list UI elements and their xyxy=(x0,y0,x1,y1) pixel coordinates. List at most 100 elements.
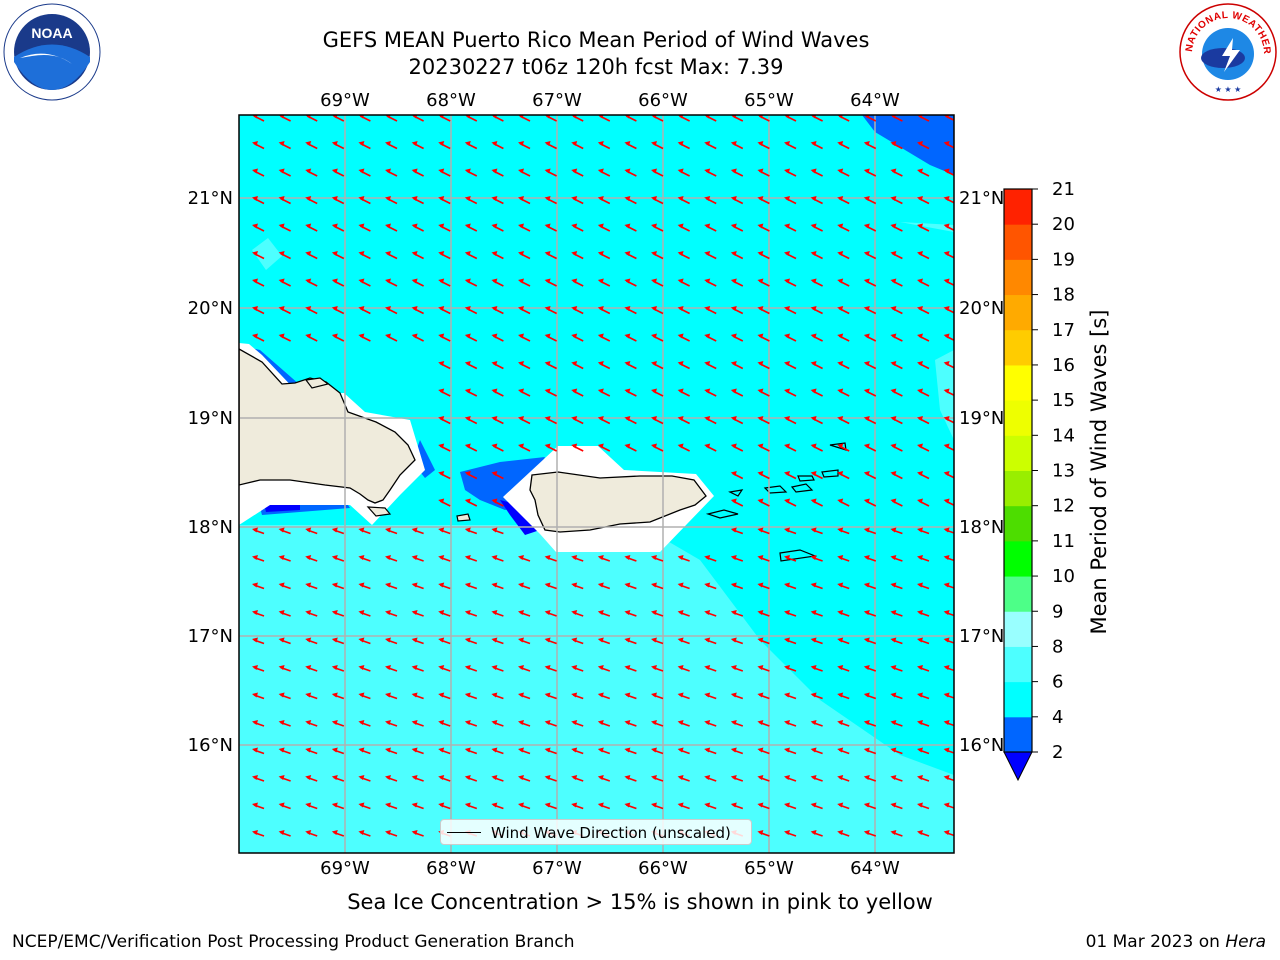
wind-wave-arrow-head xyxy=(784,498,790,504)
wind-wave-arrow-head xyxy=(837,582,844,588)
wind-wave-arrow-head xyxy=(943,802,950,808)
wind-wave-arrow-head xyxy=(305,278,312,284)
wind-wave-arrow-head xyxy=(890,333,897,339)
wind-wave-arrow-head xyxy=(464,747,471,753)
wind-wave-arrow-head xyxy=(730,196,737,201)
wind-wave-arrow-head xyxy=(331,747,338,753)
wind-wave-arrow-head xyxy=(624,306,631,311)
wind-wave-arrow-head xyxy=(730,555,737,560)
lat-tick-right: 19°N xyxy=(959,408,1004,429)
wind-wave-arrow-head xyxy=(863,830,870,835)
wind-wave-arrow-head xyxy=(890,747,897,753)
lat-tick-left: 18°N xyxy=(188,517,233,538)
wind-wave-arrow-head xyxy=(252,665,258,670)
wind-wave-arrow-head xyxy=(491,747,498,753)
wind-wave-arrow-head xyxy=(943,251,950,256)
wind-wave-arrow-head xyxy=(677,443,684,449)
wind-wave-arrow-head xyxy=(890,692,897,698)
wind-wave-arrow-head xyxy=(571,416,578,421)
wind-wave-arrow-head xyxy=(385,306,391,311)
wind-wave-arrow-head xyxy=(890,527,897,533)
wind-wave-arrow-head xyxy=(464,610,471,615)
wind-wave-arrow-head xyxy=(837,498,844,504)
wind-wave-arrow-head xyxy=(651,775,657,780)
wind-wave-arrow-head xyxy=(491,775,498,780)
wind-wave-arrow-head xyxy=(544,333,551,339)
colorbar-tick-label: 9 xyxy=(1052,601,1063,622)
wind-wave-arrow-head xyxy=(810,747,817,753)
wind-wave-arrow-head xyxy=(518,251,524,256)
wind-wave-arrow-head xyxy=(757,333,764,339)
wind-wave-arrow-head xyxy=(438,720,445,725)
wind-wave-arrow-head xyxy=(571,333,578,339)
wind-wave-arrow-head xyxy=(544,637,551,643)
wind-wave-arrow-head xyxy=(784,720,790,725)
wind-wave-arrow-head xyxy=(518,361,524,366)
wind-wave-arrow-head xyxy=(358,527,365,533)
wind-wave-arrow-head xyxy=(917,196,923,201)
wind-wave-arrow-head xyxy=(704,665,711,670)
lon-tick-top: 68°W xyxy=(426,90,476,111)
wind-wave-arrow-head xyxy=(677,665,684,670)
wind-wave-arrow-head xyxy=(305,637,312,643)
wind-wave-arrow-head xyxy=(358,582,365,588)
wind-wave-arrow-head xyxy=(518,665,524,670)
wind-wave-arrow-head xyxy=(624,775,631,780)
wind-wave-arrow-head xyxy=(677,141,684,146)
wind-wave-arrow-head xyxy=(757,443,764,449)
wind-wave-arrow-head xyxy=(438,388,445,394)
wind-wave-arrow-head xyxy=(943,527,950,533)
wind-wave-arrow-head xyxy=(491,196,498,201)
wind-wave-arrow-head xyxy=(730,471,737,476)
wind-wave-arrow-head xyxy=(837,306,844,311)
wind-wave-arrow-head xyxy=(544,416,551,421)
wind-wave-arrow-head xyxy=(837,471,844,476)
wind-wave-arrow-head xyxy=(730,775,737,780)
wind-wave-arrow-head xyxy=(943,775,950,780)
noaa-logo-text: NOAA xyxy=(31,25,72,41)
wind-wave-arrow-head xyxy=(331,802,338,808)
wind-wave-arrow-head xyxy=(704,168,711,174)
chart-subtitle: 20230227 t06z 120h fcst Max: 7.39 xyxy=(408,55,784,79)
wind-wave-arrow-head xyxy=(784,582,790,588)
wind-wave-arrow-head xyxy=(331,555,338,560)
wind-wave-arrow-head xyxy=(411,582,418,588)
wind-wave-arrow-head xyxy=(597,582,604,588)
wind-wave-arrow-head xyxy=(252,692,258,698)
lon-tick-bottom: 67°W xyxy=(532,858,582,879)
wind-wave-arrow-head xyxy=(278,251,285,256)
wind-wave-arrow-head xyxy=(730,802,737,808)
wind-wave-arrow-head xyxy=(305,720,312,725)
wind-wave-arrow-head xyxy=(757,196,764,201)
wind-wave-arrow-head xyxy=(252,527,258,533)
wind-wave-arrow-head xyxy=(544,555,551,560)
wind-wave-arrow-head xyxy=(597,333,604,339)
wind-wave-arrow-head xyxy=(278,830,285,835)
wind-wave-arrow-head xyxy=(544,306,551,311)
wind-wave-arrow-head xyxy=(810,141,817,146)
wind-wave-arrow-head xyxy=(863,333,870,339)
wind-wave-arrow-head xyxy=(917,388,923,394)
wind-wave-arrow-head xyxy=(677,692,684,698)
wind-wave-arrow-head xyxy=(810,582,817,588)
lat-tick-right: 16°N xyxy=(959,735,1004,756)
wind-wave-arrow-head xyxy=(464,802,471,808)
colorbar-tick-label: 20 xyxy=(1052,214,1075,235)
wind-wave-arrow-head xyxy=(305,582,312,588)
wind-wave-arrow-head xyxy=(651,802,657,808)
wind-wave-arrow-head xyxy=(890,278,897,284)
wind-wave-arrow-head xyxy=(651,278,657,284)
wind-wave-arrow-head xyxy=(704,141,711,146)
footer-host: Hera xyxy=(1225,932,1266,952)
colorbar-tick-label: 14 xyxy=(1052,425,1075,446)
wind-wave-arrow-head xyxy=(438,115,444,119)
lon-tick-bottom: 66°W xyxy=(638,858,688,879)
wind-wave-arrow-head xyxy=(358,196,365,201)
wind-wave-arrow-head xyxy=(544,141,551,146)
wind-wave-arrow-head xyxy=(757,747,764,753)
lon-tick-bottom: 65°W xyxy=(744,858,794,879)
wind-wave-arrow-head xyxy=(518,802,524,808)
wind-wave-arrow-head xyxy=(784,168,790,174)
wind-wave-arrow-head xyxy=(411,527,418,533)
wind-wave-arrow-head xyxy=(518,333,524,339)
